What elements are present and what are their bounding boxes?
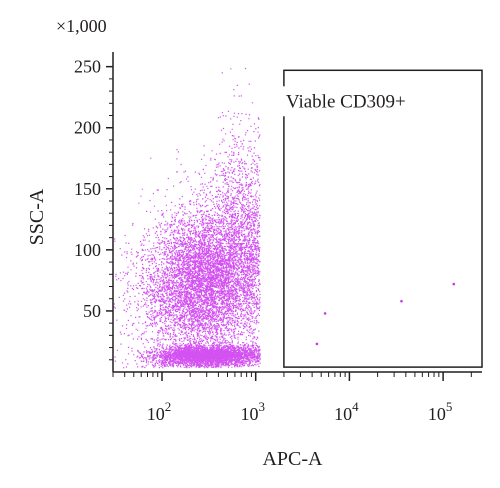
y-tick-label: 200 [74, 118, 101, 138]
y-tick-label: 250 [74, 57, 101, 77]
x-axis-ticks: 102 103 104 105 [112, 372, 472, 424]
data-point-cloud [113, 67, 261, 369]
y-tick-label: 50 [83, 301, 101, 321]
data-point [323, 312, 327, 315]
gate-label: Viable CD309+ [286, 91, 406, 112]
gate-viable-cd309: Viable CD309+ [281, 69, 483, 368]
y-axis-ticks: 50 100 150 200 250 [74, 57, 113, 361]
y-tick-label: 100 [74, 240, 101, 260]
data-point [315, 342, 319, 346]
gated-points [315, 282, 456, 346]
axes [112, 52, 482, 373]
data-points [113, 67, 261, 369]
gate-label-background [281, 86, 288, 117]
y-multiplier-label: ×1,000 [56, 16, 107, 36]
x-tick-label: 103 [240, 399, 265, 424]
data-point [452, 282, 456, 286]
x-tick-label: 105 [428, 399, 453, 424]
x-tick-label: 104 [334, 399, 359, 424]
x-tick-label: 102 [147, 399, 172, 424]
x-axis-title: APC-A [262, 448, 323, 470]
gate-rectangle [283, 69, 483, 368]
y-tick-label: 150 [74, 179, 101, 199]
y-axis-title: SSC-A [26, 188, 48, 245]
data-point [400, 299, 403, 303]
